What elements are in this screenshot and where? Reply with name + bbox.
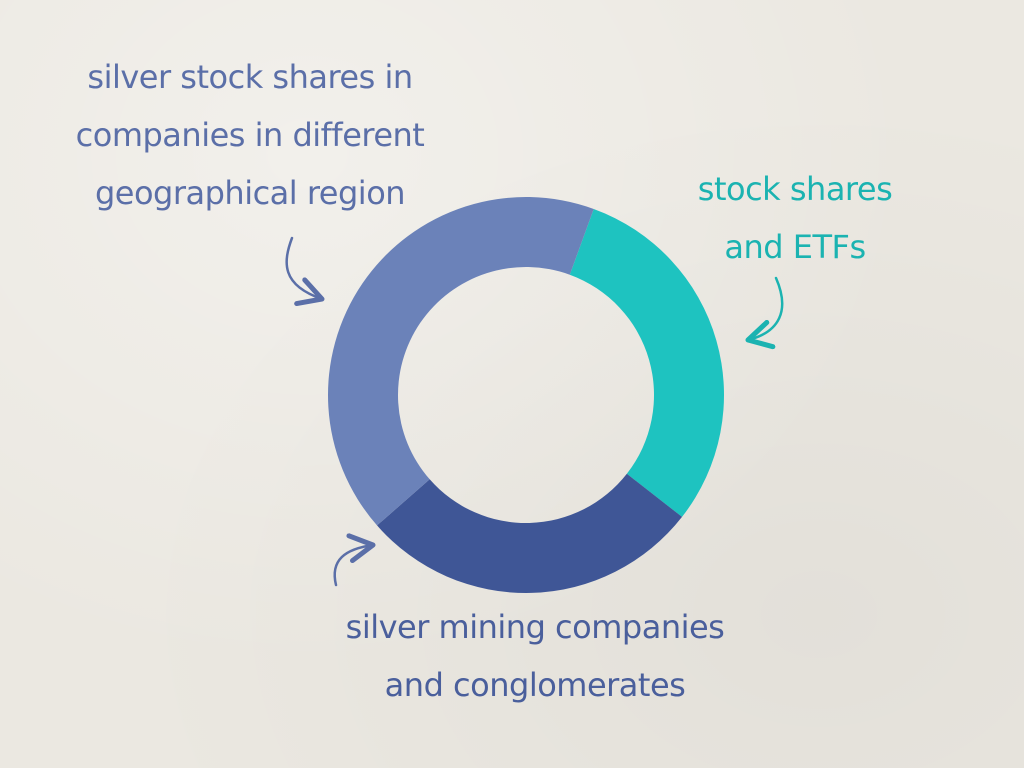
slice-label-line: silver mining companies bbox=[345, 608, 725, 646]
slice-label-line: and conglomerates bbox=[384, 666, 686, 704]
donut-slice-2 bbox=[328, 197, 594, 526]
slice-label-line: silver stock shares in bbox=[87, 58, 413, 96]
slice-label-etfs: stock shares and ETFs bbox=[660, 160, 930, 276]
arrow-to-mining-slice bbox=[333, 533, 376, 587]
arrow-to-etfs-slice bbox=[745, 276, 784, 350]
donut-slice-1 bbox=[377, 473, 683, 594]
slice-label-regions: silver stock shares in companies in diff… bbox=[40, 48, 460, 222]
slice-label-line: companies in different bbox=[75, 116, 425, 154]
slice-label-mining: silver mining companies and conglomerate… bbox=[310, 598, 760, 714]
slice-label-line: stock shares bbox=[697, 170, 893, 208]
slice-label-line: and ETFs bbox=[724, 228, 866, 266]
slice-label-line: geographical region bbox=[94, 174, 406, 212]
donut-slice-0 bbox=[569, 208, 724, 517]
arrow-to-regions-slice bbox=[285, 236, 325, 307]
donut-slices bbox=[328, 197, 724, 594]
